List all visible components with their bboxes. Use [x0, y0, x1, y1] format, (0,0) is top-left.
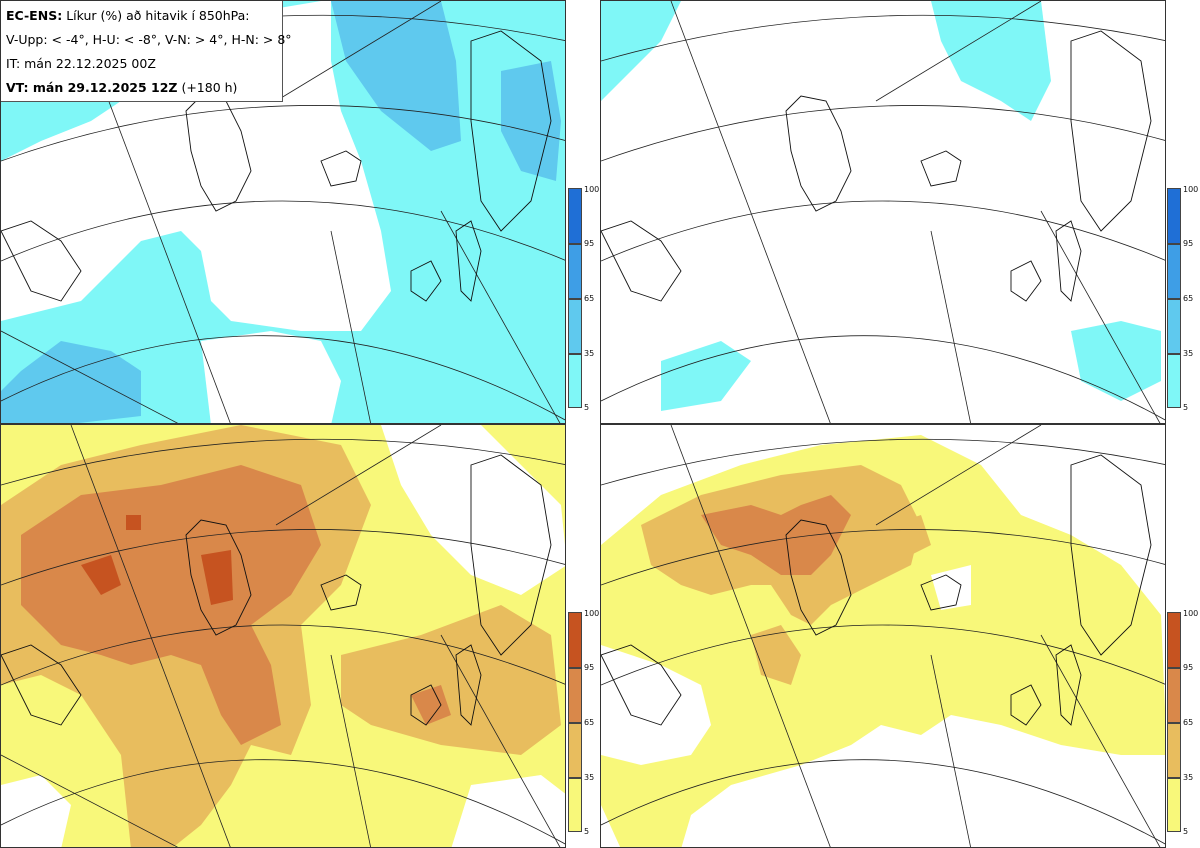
prob-area-35	[891, 515, 931, 555]
colorbar-cold-top-right: 100 95 65 35 5	[1167, 185, 1200, 412]
colorbar-tick: 100	[1183, 185, 1199, 194]
description: Líkur (%) að hitavik í 850hPa:	[66, 8, 250, 23]
colorbar-swatch-65-95	[1167, 244, 1181, 299]
prob-area-35	[1, 341, 141, 423]
lead-time: (+180 h)	[181, 80, 238, 95]
colorbar-swatch-65-95	[568, 244, 582, 299]
prob-area-95	[81, 555, 121, 595]
colorbar-swatch-5-35	[568, 778, 582, 832]
prob-area-65	[701, 495, 851, 575]
colorbar-swatch-95-100	[1167, 612, 1181, 668]
colorbar-tick: 100	[584, 609, 600, 618]
colorbar-tick: 65	[584, 294, 595, 303]
prob-area-65	[21, 465, 321, 745]
map-canvas	[601, 1, 1165, 423]
colorbar-tick: 65	[1183, 294, 1194, 303]
colorbar-cold-top-left: 100 95 65 35 5	[568, 185, 602, 412]
colorbar-swatch-65-95	[1167, 668, 1181, 723]
valid-time: VT: mán 29.12.2025 12Z	[6, 80, 178, 95]
colorbar-tick: 95	[584, 663, 595, 672]
colorbar-tick: 65	[1183, 718, 1194, 727]
colorbar-swatch-5-35	[1167, 778, 1181, 832]
colorbar-swatch-95-100	[1167, 188, 1181, 244]
prob-area-95	[126, 515, 141, 530]
map-canvas	[601, 425, 1165, 847]
colorbar-tick: 100	[584, 185, 600, 194]
colorbar-warm-bottom-right: 100 95 65 35 5	[1167, 609, 1200, 836]
colorbar-swatch-65-95	[568, 668, 582, 723]
colorbar-swatch-95-100	[568, 188, 582, 244]
valid-time-line: VT: mán 29.12.2025 12Z (+180 h)	[6, 77, 277, 101]
prob-area-65	[411, 685, 451, 725]
colorbar-swatch-95-100	[568, 612, 582, 668]
colorbar-tick: 65	[584, 718, 595, 727]
colorbar-tick: 35	[1183, 773, 1194, 782]
white-area	[1, 1, 391, 331]
map-panel-bottom-left	[0, 424, 566, 848]
prob-area-35	[341, 605, 561, 755]
map-canvas	[1, 1, 565, 423]
map-panel-top-left: EC-ENS: Líkur (%) að hitavik í 850hPa: V…	[0, 0, 566, 424]
white-area	[601, 645, 711, 765]
prob-area-5	[601, 1, 681, 101]
colorbar-tick: 5	[584, 403, 590, 412]
prob-area-35	[331, 1, 461, 151]
white-area	[201, 331, 341, 423]
map-canvas	[1, 425, 565, 847]
white-area	[1, 775, 71, 847]
colorbar-tick: 100	[1183, 609, 1199, 618]
title-line: EC-ENS: Líkur (%) að hitavik í 850hPa:	[6, 5, 277, 29]
prob-area-5	[931, 1, 1051, 121]
colorbar-swatch-35-65	[1167, 723, 1181, 778]
colorbar-tick: 35	[1183, 349, 1194, 358]
colorbar-tick: 5	[584, 827, 590, 836]
model-label: EC-ENS:	[6, 8, 63, 23]
colorbar-tick: 5	[1183, 827, 1189, 836]
colorbar-swatch-5-35	[1167, 354, 1181, 408]
colorbar-tick: 35	[584, 349, 595, 358]
prob-area-5	[661, 341, 751, 411]
prob-area-95	[201, 550, 233, 605]
map-panel-top-right	[600, 0, 1166, 424]
legend-line: V-Upp: < -4°, H-U: < -8°, V-N: > 4°, H-N…	[6, 32, 292, 47]
colorbar-tick: 35	[584, 773, 595, 782]
colorbar-tick: 95	[1183, 239, 1194, 248]
colorbar-tick: 95	[584, 239, 595, 248]
colorbar-swatch-35-65	[568, 723, 582, 778]
map-panel-bottom-right	[600, 424, 1166, 848]
colorbar-swatch-35-65	[1167, 299, 1181, 354]
colorbar-swatch-35-65	[568, 299, 582, 354]
colorbar-swatch-5-35	[568, 354, 582, 408]
prob-area-5	[1071, 321, 1161, 401]
colorbar-tick: 5	[1183, 403, 1189, 412]
colorbar-warm-bottom-left: 100 95 65 35 5	[568, 609, 602, 836]
issue-time: IT: mán 22.12.2025 00Z	[6, 56, 156, 71]
white-area	[931, 565, 971, 610]
info-box: EC-ENS: Líkur (%) að hitavik í 850hPa: V…	[1, 1, 292, 102]
colorbar-tick: 95	[1183, 663, 1194, 672]
